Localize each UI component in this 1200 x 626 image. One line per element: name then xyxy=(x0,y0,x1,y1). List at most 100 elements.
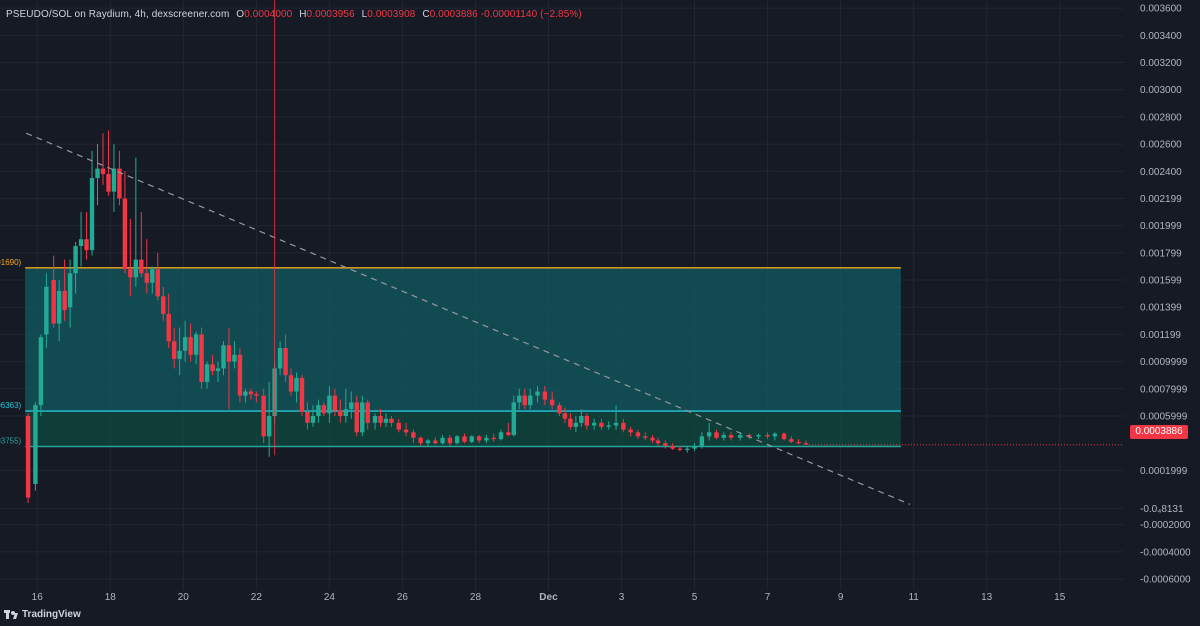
candle-down xyxy=(714,432,719,438)
candle-up xyxy=(44,286,49,335)
candle-up xyxy=(383,418,389,423)
candle-up xyxy=(204,364,210,383)
candle-down xyxy=(332,395,338,411)
candle-down xyxy=(283,348,288,376)
candle-down xyxy=(139,259,144,274)
candle-down xyxy=(155,269,160,297)
tradingview-logo-icon xyxy=(4,610,18,619)
y-axis-tick-label: 0.001199 xyxy=(1140,330,1181,341)
candle-down xyxy=(621,422,626,430)
candle-down xyxy=(447,437,453,444)
candle-up xyxy=(343,409,349,416)
low-value: 0.0003908 xyxy=(367,9,416,20)
x-axis-tick-label: 3 xyxy=(619,592,625,603)
open-label: O xyxy=(236,9,245,20)
x-axis-tick-label: 9 xyxy=(838,592,844,603)
candle-down xyxy=(411,432,416,438)
candle-up xyxy=(310,415,316,423)
close-label: C xyxy=(422,9,430,20)
candle-down xyxy=(128,269,133,278)
candle-down xyxy=(396,422,401,430)
candle-down xyxy=(166,314,171,342)
open-value: 0.0004000 xyxy=(244,9,293,20)
candle-down xyxy=(522,395,527,406)
candle-up xyxy=(316,405,321,416)
candle-down xyxy=(378,415,383,423)
candle-up xyxy=(685,448,690,450)
candle-down xyxy=(628,429,633,433)
y-axis-tick-label: -0.0004000 xyxy=(1140,547,1191,558)
high-value: 0.0003956 xyxy=(306,9,355,20)
candle-up xyxy=(327,395,332,414)
symbol-title: PSEUDO/SOL on Raydium, 4h, dexscreener.c… xyxy=(6,9,230,20)
candle-down xyxy=(670,445,675,449)
candle-down xyxy=(491,437,496,440)
y-axis-tick-label: 0.002199 xyxy=(1140,194,1182,205)
tradingview-branding[interactable]: TradingView xyxy=(4,609,81,620)
y-axis-tick-label: 0.002600 xyxy=(1140,140,1182,151)
candle-down xyxy=(261,395,266,437)
y-axis-tick-label: 0.0005999 xyxy=(1140,411,1188,422)
y-axis-tick-label: 0.0009999 xyxy=(1140,357,1188,368)
candle-down xyxy=(389,418,394,423)
candle-down xyxy=(237,354,243,396)
candle-down xyxy=(403,429,409,433)
candle-up xyxy=(721,435,726,438)
tradingview-label: TradingView xyxy=(22,609,81,620)
candle-up xyxy=(232,354,237,362)
candle-up xyxy=(528,395,533,406)
last-price-tag: 0.0003886 xyxy=(1130,425,1188,439)
candle-up xyxy=(193,334,199,355)
candle-up xyxy=(372,415,378,423)
candle-down xyxy=(557,405,562,414)
candle-up xyxy=(454,436,460,444)
x-axis-tick-label: Dec xyxy=(539,592,558,603)
candle-down xyxy=(584,415,590,426)
x-axis-tick-label: 28 xyxy=(470,592,482,603)
candle-up xyxy=(484,437,489,441)
candle-up xyxy=(511,402,516,436)
candle-up xyxy=(150,269,155,283)
candle-down xyxy=(84,239,89,251)
candle-up xyxy=(38,337,44,406)
candle-up xyxy=(469,436,475,442)
candle-down xyxy=(117,168,122,199)
y-axis-tick-label: 0.002800 xyxy=(1140,112,1182,123)
x-axis-tick-label: 24 xyxy=(324,592,336,603)
candle-down xyxy=(599,422,604,427)
y-axis-tick-label: 0.003400 xyxy=(1140,31,1182,42)
candle-up xyxy=(692,445,697,449)
candle-up xyxy=(56,290,62,324)
low-label: L xyxy=(361,9,368,20)
y-axis-tick-label: -0.0₄8131 xyxy=(1140,504,1184,515)
candle-up xyxy=(579,415,584,423)
candle-up xyxy=(111,168,117,192)
candle-down xyxy=(462,436,467,442)
y-axis-tick-label: 0.002400 xyxy=(1140,167,1182,178)
candle-down xyxy=(321,405,327,414)
close-value: 0.0003886 xyxy=(429,9,478,20)
candle-down xyxy=(254,394,259,396)
x-axis-tick-label: 20 xyxy=(178,592,190,603)
candle-down xyxy=(643,436,648,438)
x-axis-tick-label: 18 xyxy=(105,592,117,603)
y-axis-tick-label: 0.0007999 xyxy=(1140,384,1188,395)
x-axis-tick-label: 5 xyxy=(692,592,698,603)
candle-down xyxy=(100,168,106,175)
candle-down xyxy=(161,296,166,315)
fib-level-label: 0.886 (0.0003755) xyxy=(0,437,22,446)
candle-up xyxy=(517,395,522,403)
candle-down xyxy=(226,345,232,362)
candle-down xyxy=(365,402,370,423)
x-axis-tick-label: 11 xyxy=(908,592,919,603)
candle-down xyxy=(549,399,555,406)
candle-down xyxy=(288,375,294,392)
candle-down xyxy=(418,437,423,444)
candle-down xyxy=(506,432,511,436)
candle-down xyxy=(144,273,149,283)
candle-down xyxy=(765,435,770,437)
candle-down xyxy=(655,440,661,444)
y-axis-tick-label: 0.001999 xyxy=(1140,221,1182,232)
